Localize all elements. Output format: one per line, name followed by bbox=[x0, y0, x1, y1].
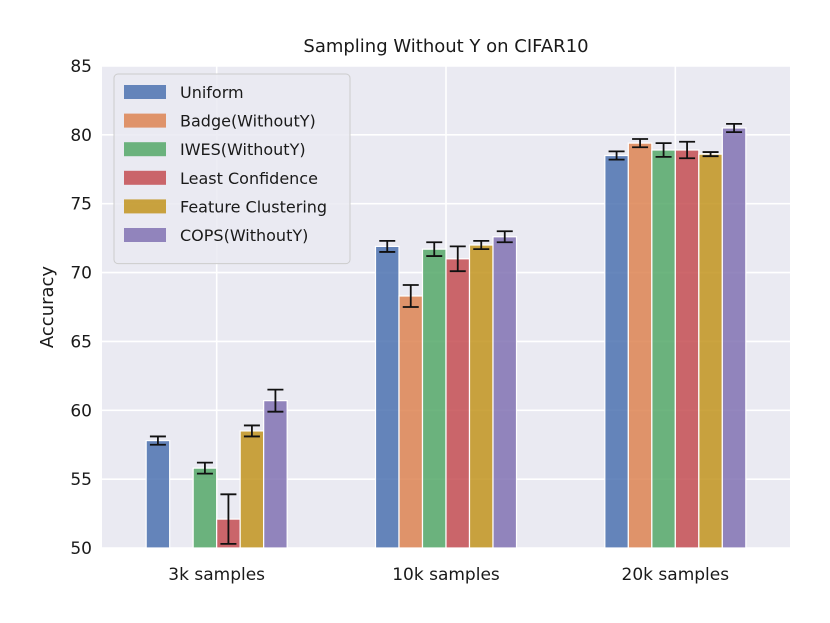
y-tick-label: 80 bbox=[70, 126, 92, 146]
y-tick-label: 70 bbox=[70, 264, 92, 284]
bar bbox=[374, 245, 400, 549]
legend: Uniform Badge(WithoutY) IWES(WithoutY) Leas… bbox=[113, 73, 351, 265]
series-badge-withouty- bbox=[398, 138, 653, 549]
error-bar bbox=[379, 239, 396, 253]
bar bbox=[145, 439, 171, 549]
y-axis-title: Accuracy bbox=[37, 266, 58, 349]
legend-swatch bbox=[124, 199, 166, 214]
y-tick-label: 75 bbox=[70, 195, 92, 215]
legend-swatch bbox=[124, 142, 166, 157]
bar bbox=[239, 430, 265, 549]
error-bar bbox=[702, 151, 719, 158]
legend-item: Uniform bbox=[124, 83, 244, 102]
y-axis-ticks: 50 55 60 65 70 75 80 85 bbox=[70, 57, 92, 559]
legend-swatch bbox=[124, 113, 166, 128]
legend-item: Feature Clustering bbox=[124, 197, 327, 216]
legend-label: COPS(WithoutY) bbox=[180, 226, 308, 245]
bars bbox=[145, 122, 747, 549]
series-cops-withouty- bbox=[263, 122, 747, 549]
y-tick-label: 55 bbox=[70, 470, 92, 490]
chart-title: Sampling Without Y on CIFAR10 bbox=[303, 36, 588, 57]
error-bar bbox=[243, 424, 260, 438]
series-uniform bbox=[145, 150, 629, 549]
legend-label: Uniform bbox=[180, 83, 244, 102]
error-bar bbox=[426, 241, 443, 257]
legend-swatch bbox=[124, 170, 166, 185]
x-tick-label: 20k samples bbox=[622, 565, 730, 585]
y-tick-label: 60 bbox=[70, 401, 92, 421]
legend-item: COPS(WithoutY) bbox=[124, 226, 308, 245]
bar bbox=[398, 295, 424, 549]
bar bbox=[604, 154, 629, 549]
legend-swatch bbox=[124, 228, 166, 242]
error-bar bbox=[196, 461, 213, 475]
y-tick-label: 85 bbox=[70, 57, 92, 77]
bar bbox=[721, 127, 747, 549]
x-tick-label: 3k samples bbox=[168, 565, 265, 585]
error-bar bbox=[402, 284, 419, 308]
legend-frame bbox=[113, 73, 351, 265]
x-axis-ticks: 3k samples 10k samples 20k samples bbox=[168, 565, 729, 585]
legend-item: Badge(WithoutY) bbox=[124, 112, 316, 131]
bar bbox=[263, 400, 288, 549]
bar bbox=[492, 236, 518, 549]
bar bbox=[421, 248, 447, 549]
legend-label: IWES(WithoutY) bbox=[180, 140, 306, 159]
legend-label: Badge(WithoutY) bbox=[180, 112, 316, 131]
error-bar bbox=[496, 230, 513, 244]
bar bbox=[674, 149, 700, 549]
bar bbox=[698, 153, 723, 549]
bar bbox=[627, 142, 653, 549]
bar bbox=[468, 244, 494, 549]
error-bar bbox=[655, 142, 672, 158]
error-bar bbox=[473, 239, 490, 251]
series-feature-clustering bbox=[239, 151, 723, 549]
bar bbox=[445, 258, 471, 549]
error-bar bbox=[679, 140, 696, 160]
legend-swatch bbox=[124, 85, 166, 99]
x-tick-label: 10k samples bbox=[392, 565, 500, 585]
bar bbox=[651, 149, 676, 549]
legend-label: Feature Clustering bbox=[180, 197, 327, 216]
error-bar bbox=[449, 245, 466, 273]
error-bar bbox=[632, 138, 649, 149]
y-tick-label: 50 bbox=[70, 539, 92, 559]
series-iwes-withouty- bbox=[192, 142, 676, 549]
y-tick-label: 65 bbox=[70, 332, 92, 352]
legend-item: Least Confidence bbox=[124, 169, 318, 188]
error-bar bbox=[726, 122, 743, 134]
bar bbox=[192, 467, 218, 549]
legend-item: IWES(WithoutY) bbox=[124, 140, 306, 159]
error-bar bbox=[220, 493, 237, 545]
legend-label: Least Confidence bbox=[180, 169, 318, 188]
error-bar bbox=[608, 150, 625, 161]
error-bar bbox=[149, 435, 166, 446]
error-bar bbox=[267, 388, 284, 413]
